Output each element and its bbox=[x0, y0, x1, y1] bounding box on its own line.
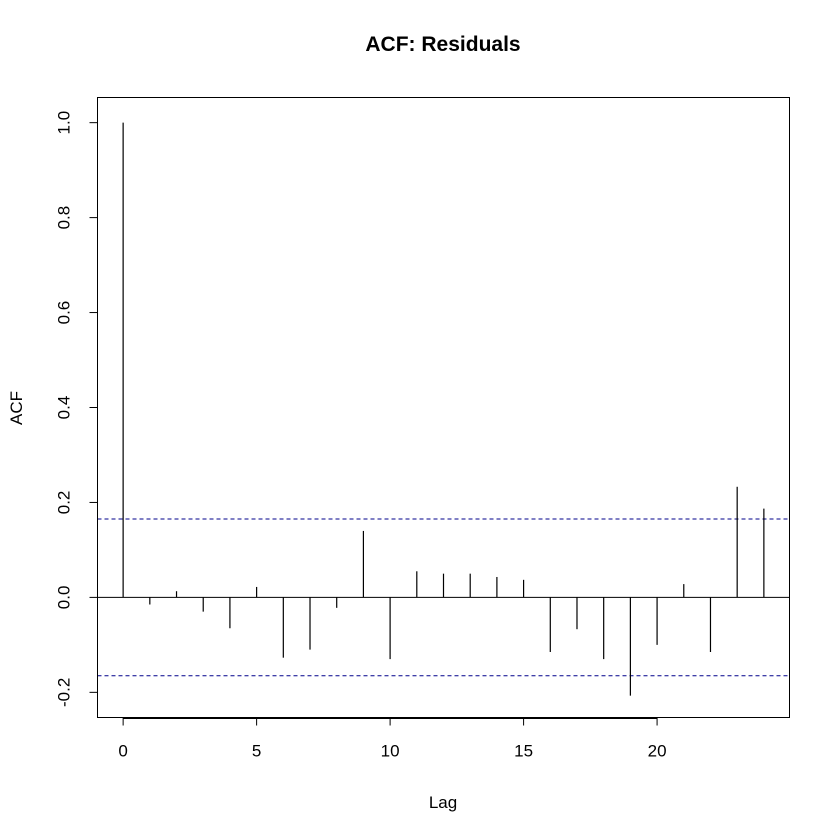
x-tick-label: 15 bbox=[514, 742, 533, 761]
axis-ticks: 0 5 10 15 20 -0.2 0.0 0.2 0.4 0.6 0.8 1.0 bbox=[55, 111, 667, 761]
x-tick-label: 10 bbox=[381, 742, 400, 761]
x-tick-label: 20 bbox=[648, 742, 667, 761]
x-tick-label: 0 bbox=[118, 742, 127, 761]
y-tick-label: 0.8 bbox=[55, 206, 74, 230]
acf-bars bbox=[122, 122, 765, 696]
y-tick-label: 0.6 bbox=[55, 301, 74, 325]
plot-frame bbox=[97, 97, 790, 718]
y-tick-label: 0.2 bbox=[55, 491, 74, 515]
y-tick-label: -0.2 bbox=[55, 678, 74, 707]
y-tick-label: 0.4 bbox=[55, 396, 74, 420]
x-tick-label: 5 bbox=[252, 742, 261, 761]
chart-title: ACF: Residuals bbox=[365, 33, 520, 56]
x-axis-label: Lag bbox=[429, 793, 457, 812]
y-tick-label: 1.0 bbox=[55, 111, 74, 135]
y-axis-label: ACF bbox=[7, 391, 26, 425]
y-tick-label: 0.0 bbox=[55, 586, 74, 610]
